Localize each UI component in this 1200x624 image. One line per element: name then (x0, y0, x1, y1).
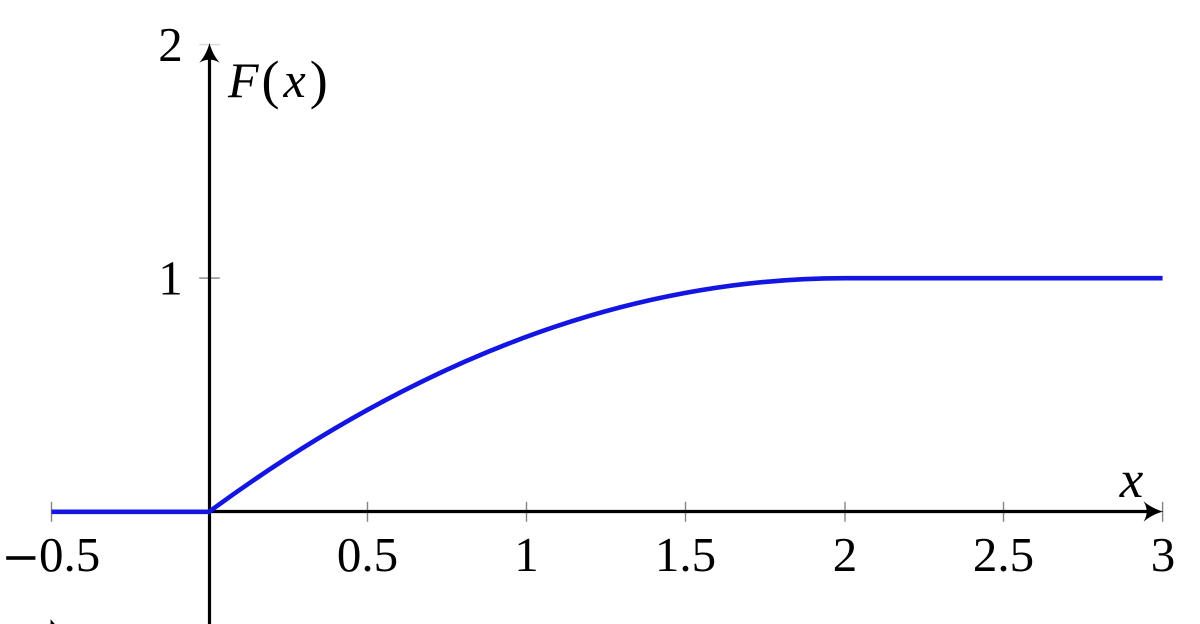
svg-text:2: 2 (833, 527, 858, 582)
svg-text:3: 3 (1151, 527, 1176, 582)
svg-text:2.5: 2.5 (973, 527, 1034, 582)
svg-text:0.5: 0.5 (39, 527, 100, 582)
svg-text:2: 2 (158, 17, 183, 72)
svg-text:1.5: 1.5 (655, 527, 716, 582)
svg-text:0.5: 0.5 (337, 527, 398, 582)
svg-text:1: 1 (158, 250, 183, 305)
svg-text:1: 1 (514, 527, 539, 582)
svg-text:F(x): F(x) (227, 50, 328, 110)
svg-text:x: x (1119, 451, 1144, 509)
